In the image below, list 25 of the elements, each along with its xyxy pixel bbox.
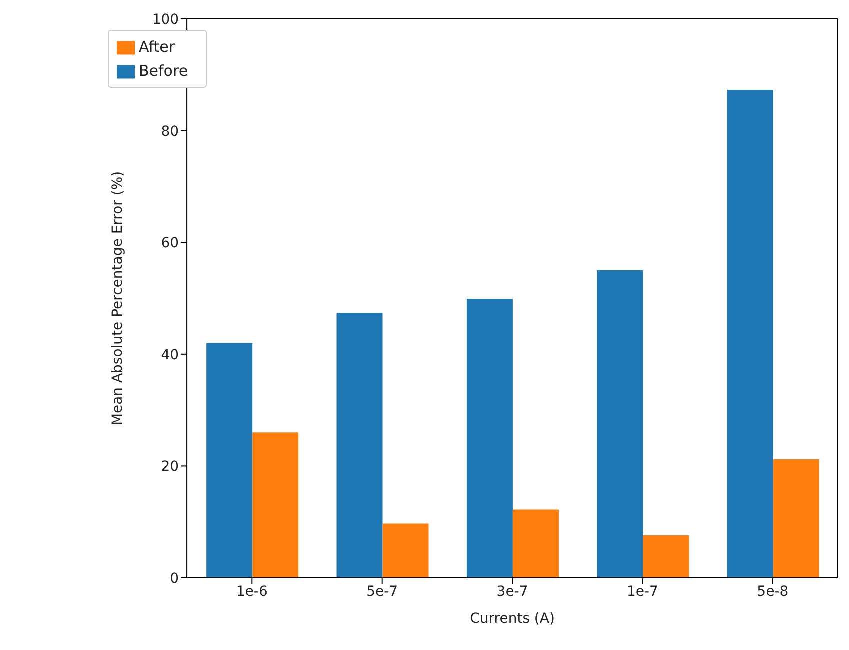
bar xyxy=(597,270,644,578)
x-tick-label: 5e-7 xyxy=(366,584,398,600)
legend-label: After xyxy=(139,38,176,56)
bar xyxy=(512,510,559,578)
x-tick-label: 1e-7 xyxy=(626,584,658,600)
bar xyxy=(466,299,513,578)
y-tick-label: 0 xyxy=(170,570,180,587)
y-tick-label: 80 xyxy=(161,124,180,140)
bar xyxy=(727,90,774,578)
y-tick-label: 20 xyxy=(161,459,180,476)
y-axis-title: Mean Absolute Percentage Error (%) xyxy=(110,171,126,426)
bar xyxy=(773,459,820,578)
bar xyxy=(336,313,383,578)
bar xyxy=(382,524,429,578)
y-tick-label: 100 xyxy=(152,12,180,28)
legend-label: Before xyxy=(139,62,188,80)
x-tick-label: 1e-6 xyxy=(236,584,268,600)
bar xyxy=(643,536,690,578)
x-tick-label: 3e-7 xyxy=(496,584,528,600)
x-axis-title: Currents (A) xyxy=(470,611,555,627)
y-tick-label: 60 xyxy=(161,236,180,252)
bar xyxy=(206,343,253,578)
y-tick-label: 40 xyxy=(161,347,180,364)
x-tick-label: 5e-8 xyxy=(757,584,789,600)
bar xyxy=(252,432,299,578)
